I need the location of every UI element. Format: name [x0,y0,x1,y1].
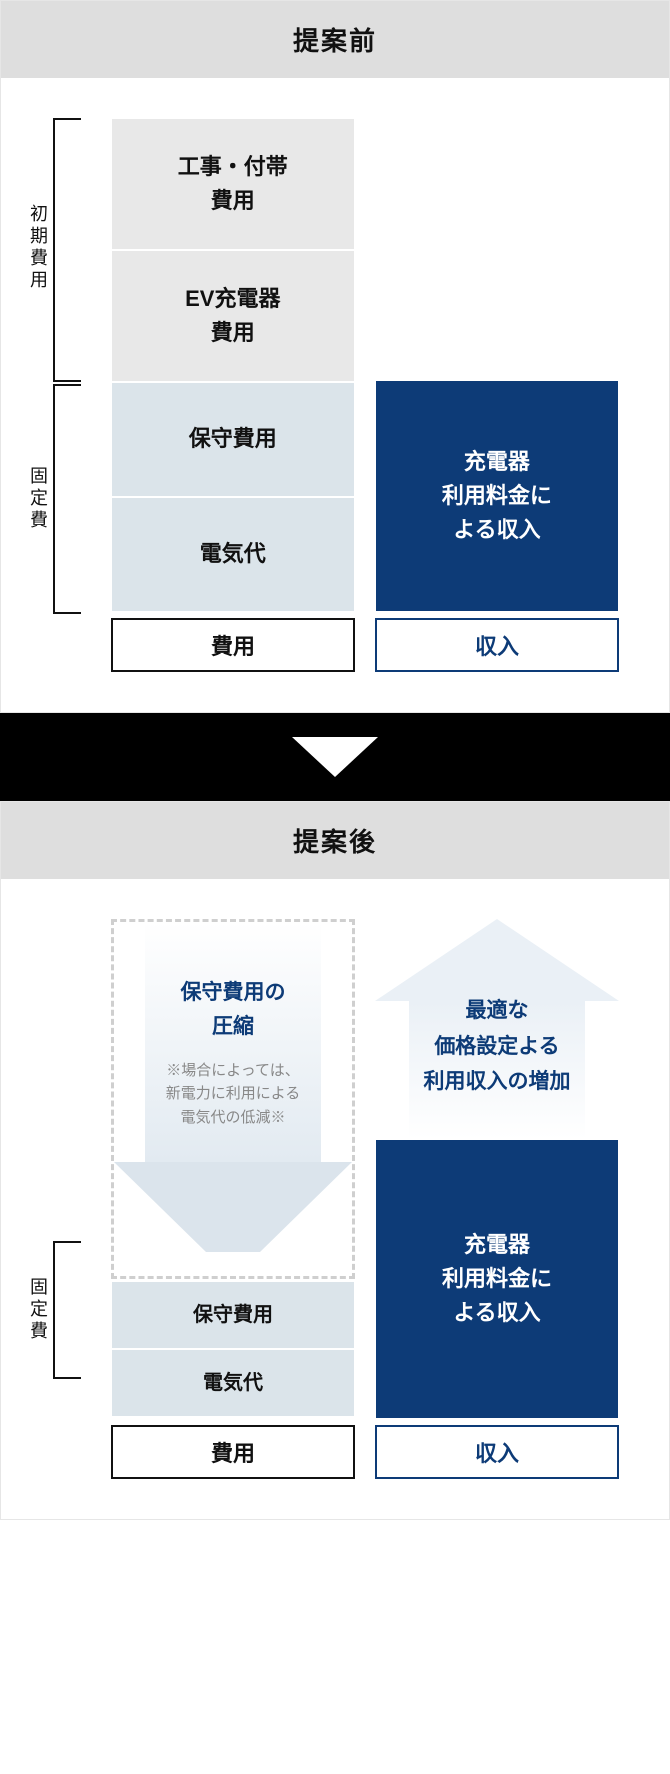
footer-income-after: 収入 [375,1425,619,1479]
bracket-fixed-label: 固定費 [27,466,49,532]
bracket-fixed [53,384,83,614]
bracket-initial [53,118,83,382]
footer-cost-after: 費用 [111,1425,355,1479]
cell-maintenance: 保守費用 [111,382,355,497]
after-body: 保守費用の圧縮 ※場合によっては、新電力に利用による電気代の低減※ 保守費用 電… [1,879,669,1519]
divider-arrow [0,713,670,801]
after-income-column: 最適な価格設定よる利用収入の増加 充電器利用料金による収入 [375,919,619,1419]
after-bracket-column: 固定費 [31,879,111,1519]
cell-electricity-after: 電気代 [111,1349,355,1417]
bracket-fixed-after [53,1241,83,1379]
footer-income: 収入 [375,618,619,672]
cell-electricity: 電気代 [111,497,355,612]
cell-maintenance-after: 保守費用 [111,1281,355,1349]
cell-income-after: 充電器利用料金による収入 [375,1139,619,1419]
bracket-initial-label: 初期費用 [27,204,49,292]
down-arrow-note: ※場合によっては、新電力に利用による電気代の低減※ [166,1059,301,1129]
chevron-down-icon [292,737,378,777]
up-arrow-text: 最適な価格設定よる利用収入の増加 [375,993,619,1100]
down-arrow-title: 保守費用の圧縮 [166,976,301,1043]
cell-income: 充電器利用料金による収入 [375,380,619,612]
before-body: 初期費用 固定費 工事・付帯費用 EV充電器費用 保守費用 電気代 充電器利用料… [1,78,669,712]
before-panel: 提案前 初期費用 固定費 工事・付帯費用 EV充電器費用 保守費用 電気代 充電… [0,0,670,713]
after-cost-column: 保守費用の圧縮 ※場合によっては、新電力に利用による電気代の低減※ 保守費用 電… [111,919,355,1419]
before-title: 提案前 [1,1,669,78]
after-panel: 提案後 保守費用の圧縮 ※場合によっては、新電力に利用による電気代の低減※ [0,801,670,1520]
cell-construction: 工事・付帯費用 [111,118,355,250]
income-stack: 充電器利用料金による収入 [375,118,619,612]
cell-charger: EV充電器費用 [111,250,355,382]
up-arrow-icon: 最適な価格設定よる利用収入の増加 [375,919,619,1139]
cost-stack: 工事・付帯費用 EV充電器費用 保守費用 電気代 [111,118,355,612]
bracket-column: 初期費用 固定費 [31,118,111,612]
bracket-fixed-after-label: 固定費 [27,1277,49,1343]
reduction-box: 保守費用の圧縮 ※場合によっては、新電力に利用による電気代の低減※ [111,919,355,1279]
after-title: 提案後 [1,802,669,879]
footer-cost: 費用 [111,618,355,672]
before-footer: 費用 収入 [31,618,619,672]
after-footer: 費用 収入 [31,1425,619,1479]
